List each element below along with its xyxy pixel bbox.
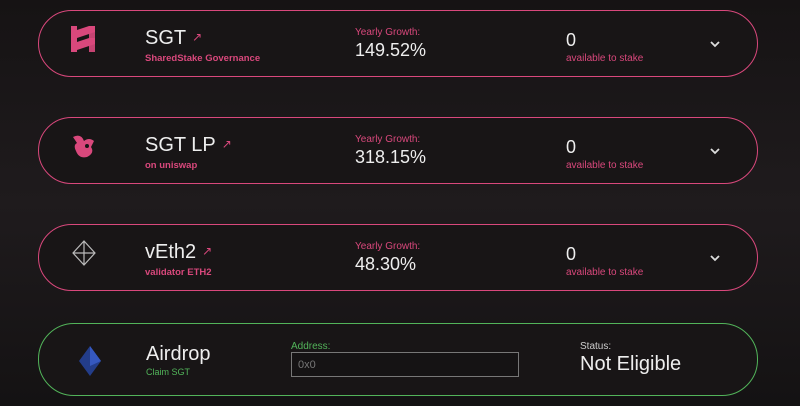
growth-label: Yearly Growth: <box>355 27 421 38</box>
available-value: 0 <box>566 137 577 157</box>
pool-card: SGT ↗ SharedStake Governance Yearly Growth:… <box>38 10 758 77</box>
available-label: available to stake <box>566 53 644 64</box>
available-value: 0 <box>566 244 577 264</box>
pool-name-row: SGT LP ↗ <box>145 134 232 157</box>
airdrop-card: Airdrop Claim SGT Address: Status: Not E… <box>38 323 758 396</box>
available-label: available to stake <box>566 160 644 171</box>
growth-value: 318.15% <box>355 147 427 167</box>
pool-icon <box>72 240 96 266</box>
pool-name-row: SGT ↗ <box>145 27 202 50</box>
external-link[interactable]: ↗ <box>221 137 232 151</box>
available-value: 0 <box>566 30 577 50</box>
airdrop-title: Airdrop <box>146 343 211 365</box>
pool-name: vEth2 <box>145 241 197 263</box>
pool-name: SGT <box>145 27 187 49</box>
address-input[interactable] <box>291 352 519 377</box>
expand-chevron[interactable] <box>707 250 723 266</box>
available-label: available to stake <box>566 267 644 278</box>
pool-card: SGT LP ↗ on uniswap Yearly Growth: 318.15% 0 a… <box>38 117 758 184</box>
pool-icon <box>71 26 95 52</box>
pool-subtitle: validator ETH2 <box>145 267 212 278</box>
pool-subtitle: SharedStake Governance <box>145 53 261 64</box>
expand-chevron[interactable] <box>707 36 723 52</box>
pool-card: vEth2 ↗ validator ETH2 Yearly Growth: 48.30%… <box>38 224 758 291</box>
external-link[interactable]: ↗ <box>202 244 213 258</box>
airdrop-subtitle: Claim SGT <box>146 367 191 377</box>
growth-value: 149.52% <box>355 40 427 60</box>
status-label: Status: <box>580 341 612 352</box>
status-value: Not Eligible <box>580 353 682 375</box>
growth-label: Yearly Growth: <box>355 241 421 252</box>
eth-icon <box>79 346 101 376</box>
pool-icon <box>73 135 94 158</box>
pool-name: SGT LP <box>145 134 216 156</box>
pool-subtitle: on uniswap <box>145 160 198 171</box>
pool-name-row: vEth2 ↗ <box>145 241 212 264</box>
address-label: Address: <box>291 341 331 352</box>
growth-label: Yearly Growth: <box>355 134 421 145</box>
expand-chevron[interactable] <box>707 143 723 159</box>
growth-value: 48.30% <box>355 254 417 274</box>
external-link[interactable]: ↗ <box>192 30 203 44</box>
